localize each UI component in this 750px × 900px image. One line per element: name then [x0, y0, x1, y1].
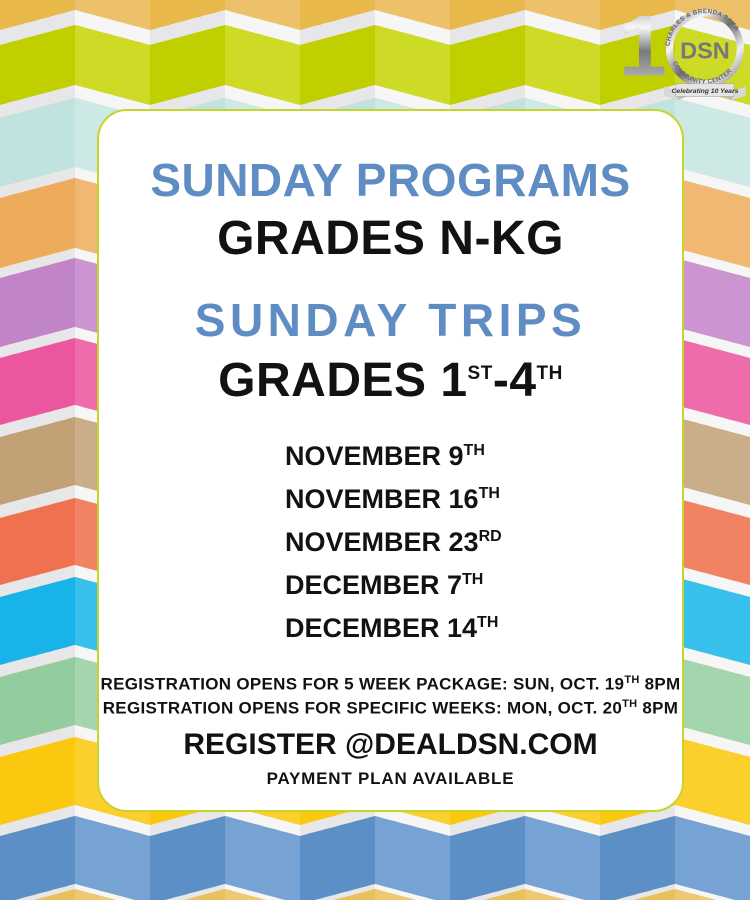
svg-text:DSN: DSN — [680, 37, 730, 63]
svg-text:1: 1 — [619, 3, 667, 95]
svg-text:Celebrating 10 Years: Celebrating 10 Years — [672, 88, 739, 95]
